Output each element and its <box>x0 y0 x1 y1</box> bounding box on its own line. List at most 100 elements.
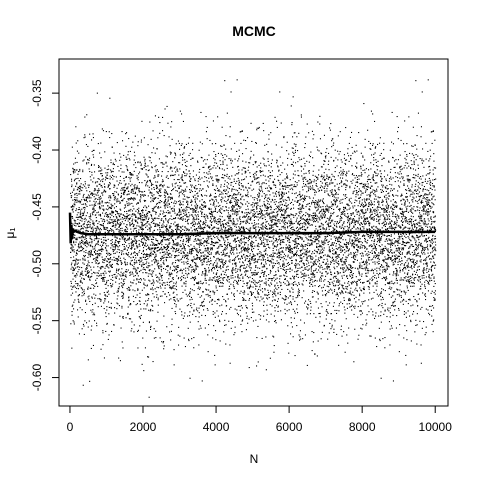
data-point <box>185 261 187 263</box>
data-point <box>101 277 103 279</box>
data-point <box>206 274 208 276</box>
data-point <box>178 142 180 144</box>
data-point <box>107 285 109 287</box>
data-point <box>116 245 118 247</box>
data-point <box>108 293 110 295</box>
data-point <box>128 190 130 192</box>
data-point <box>208 154 210 156</box>
data-point <box>144 160 146 162</box>
data-point <box>228 260 230 262</box>
data-point <box>123 253 125 255</box>
data-point <box>234 241 236 243</box>
data-point <box>233 205 235 207</box>
data-point <box>149 228 151 230</box>
data-point <box>228 196 230 198</box>
data-point <box>206 230 208 232</box>
data-point <box>174 221 176 223</box>
data-point <box>166 224 168 226</box>
data-point <box>124 239 126 241</box>
data-point <box>183 191 185 193</box>
data-point <box>216 180 218 182</box>
data-point <box>231 210 233 212</box>
data-point <box>196 251 198 253</box>
data-point <box>72 292 74 294</box>
data-point <box>251 308 253 310</box>
data-point <box>74 203 76 205</box>
data-point <box>74 169 76 171</box>
data-point <box>229 194 231 196</box>
data-point <box>88 295 90 297</box>
data-point <box>174 262 176 264</box>
data-point <box>130 264 132 266</box>
data-point <box>231 175 233 177</box>
data-point <box>121 254 123 256</box>
data-point <box>123 223 125 225</box>
data-point <box>131 241 133 243</box>
data-point <box>212 277 214 279</box>
data-point <box>204 250 206 252</box>
data-point <box>212 337 214 339</box>
data-point <box>233 193 235 195</box>
data-point <box>116 180 118 182</box>
data-point <box>88 226 90 228</box>
data-point <box>217 165 219 167</box>
data-point <box>229 245 231 247</box>
data-point <box>211 298 213 300</box>
data-point <box>126 166 128 168</box>
data-point <box>142 168 144 170</box>
data-point <box>215 330 217 332</box>
data-point <box>251 140 253 142</box>
data-point <box>217 116 219 118</box>
data-point <box>120 223 122 225</box>
data-point <box>251 204 253 206</box>
data-point <box>141 223 143 225</box>
data-point <box>205 269 207 271</box>
data-point <box>99 205 101 207</box>
data-point <box>79 193 81 195</box>
data-point <box>239 270 241 272</box>
data-point <box>201 199 203 201</box>
data-point <box>80 245 82 247</box>
data-point <box>136 247 138 249</box>
data-point <box>149 179 151 181</box>
data-point <box>76 169 78 171</box>
data-point <box>207 186 209 188</box>
data-point <box>136 225 138 227</box>
data-point <box>240 199 242 201</box>
data-point <box>224 183 226 185</box>
data-point <box>240 235 242 237</box>
data-point <box>204 270 206 272</box>
data-point <box>184 248 186 250</box>
data-point <box>80 272 82 274</box>
data-point <box>237 236 239 238</box>
data-point <box>130 273 132 275</box>
data-point <box>152 184 154 186</box>
data-point <box>184 249 186 251</box>
data-point <box>227 212 229 214</box>
data-point <box>92 304 94 306</box>
data-point <box>192 209 194 211</box>
data-point <box>137 231 139 233</box>
data-point <box>246 315 248 317</box>
data-point <box>233 206 235 208</box>
data-point <box>184 195 186 197</box>
data-point <box>220 251 222 253</box>
data-point <box>148 186 150 188</box>
data-point <box>135 283 137 285</box>
data-point <box>71 245 73 247</box>
data-point <box>164 282 166 284</box>
data-point <box>144 224 146 226</box>
data-point <box>167 246 169 248</box>
data-point <box>225 206 227 208</box>
data-point <box>145 173 147 175</box>
data-point <box>105 172 107 174</box>
data-point <box>215 253 217 255</box>
data-point <box>73 321 75 323</box>
data-point <box>74 201 76 203</box>
data-point <box>172 230 174 232</box>
data-point <box>91 275 93 277</box>
data-point <box>220 145 222 147</box>
data-point <box>133 199 135 201</box>
data-point <box>119 245 121 247</box>
data-point <box>148 156 150 158</box>
